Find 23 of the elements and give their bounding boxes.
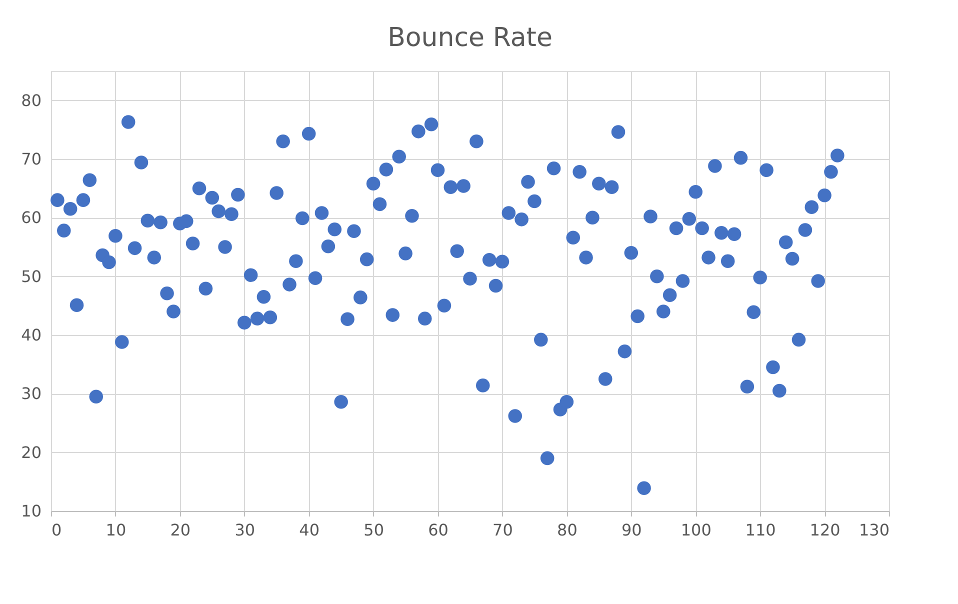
y-tick-label: 80 xyxy=(21,90,42,110)
y-tick-label: 40 xyxy=(21,326,42,344)
x-tick-label: 20 xyxy=(170,520,191,540)
y-tick-label: 30 xyxy=(21,384,42,404)
x-tick-label: 40 xyxy=(299,520,320,540)
x-tick-label: 70 xyxy=(492,520,513,540)
x-tick-label: 90 xyxy=(621,520,642,540)
chart-title: Bounce Rate xyxy=(388,23,552,53)
y-tick-label: 10 xyxy=(21,502,42,520)
x-tick-label: 110 xyxy=(745,520,776,540)
x-tick-label: 0 xyxy=(52,520,62,540)
y-tick-label: 60 xyxy=(21,208,42,228)
x-tick-label: 10 xyxy=(106,520,126,540)
y-tick-label: 20 xyxy=(21,442,42,462)
x-tick-label: 130 xyxy=(858,520,890,540)
x-tick-label: 60 xyxy=(428,520,448,540)
x-tick-label: 30 xyxy=(234,520,256,540)
x-tick-label: 100 xyxy=(680,520,712,540)
x-tick-label: 120 xyxy=(810,520,840,540)
y-tick-label: 70 xyxy=(21,150,42,168)
x-tick-label: 50 xyxy=(364,520,384,540)
y-tick-label: 50 xyxy=(21,266,42,286)
x-tick-label: 80 xyxy=(557,520,578,540)
